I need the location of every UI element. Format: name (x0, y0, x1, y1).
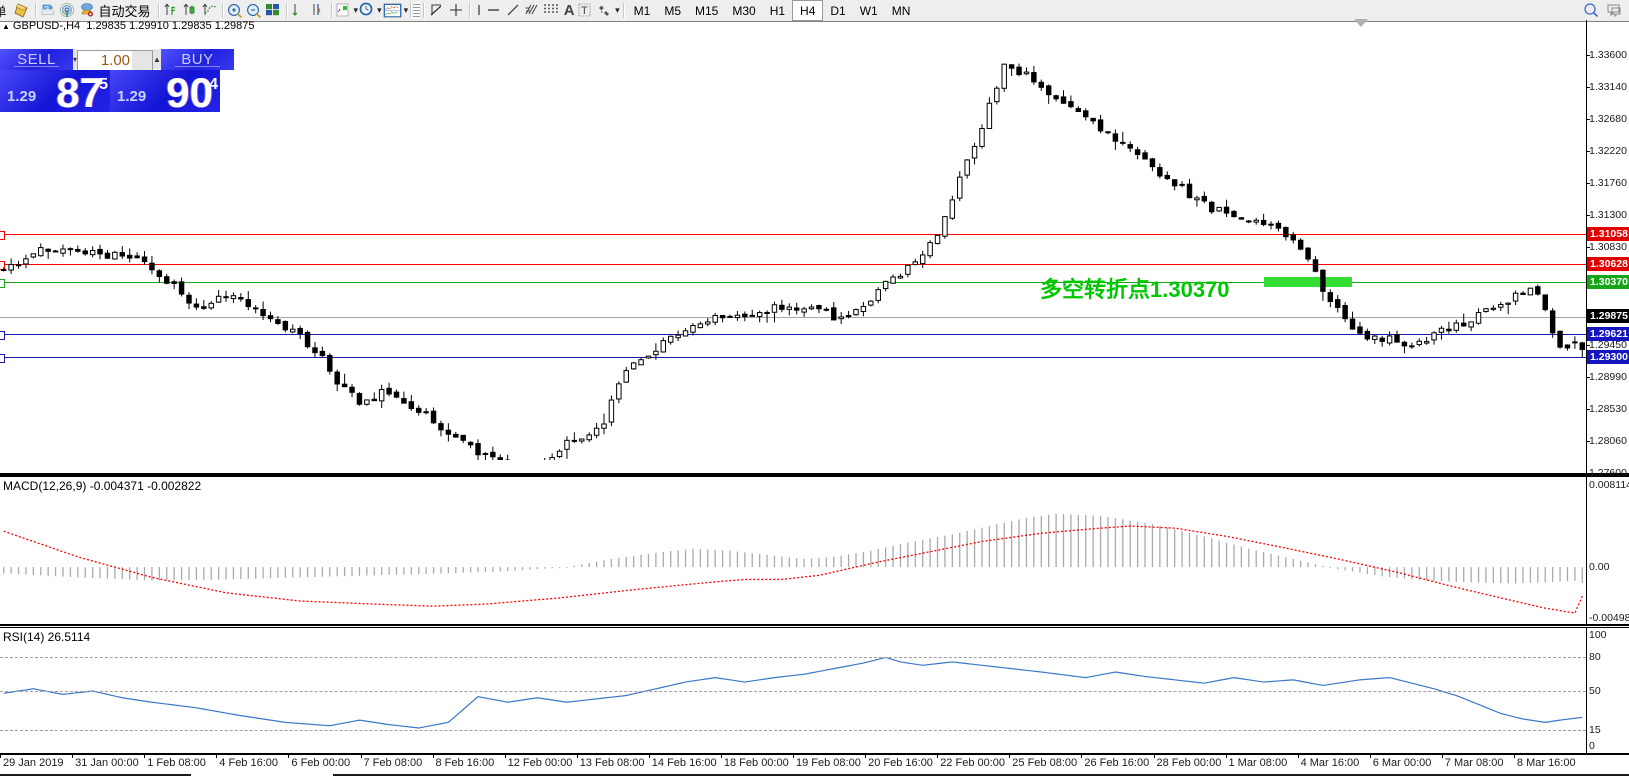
svg-text:T: T (581, 5, 588, 17)
